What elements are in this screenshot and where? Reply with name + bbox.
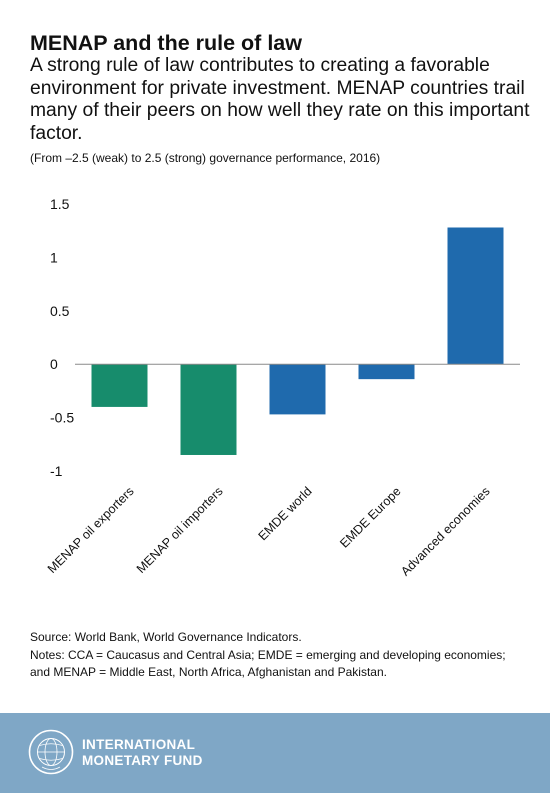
- x-category-label: MENAP oil exporters: [45, 484, 137, 576]
- bar: [91, 364, 148, 407]
- y-tick-label: 1: [50, 249, 58, 265]
- y-tick-label: -1: [50, 463, 63, 479]
- bar: [269, 364, 326, 415]
- footer-banner: INTERNATIONAL MONETARY FUND: [0, 713, 550, 793]
- org-name-line-1: INTERNATIONAL: [82, 737, 196, 752]
- org-name-line-2: MONETARY FUND: [82, 753, 203, 768]
- chart-subtitle: A strong rule of law contributes to crea…: [30, 55, 530, 144]
- bar: [358, 364, 415, 380]
- x-category-label: EMDE Europe: [337, 484, 403, 550]
- y-tick-label: 0: [50, 356, 58, 372]
- y-tick-label: -0.5: [50, 410, 74, 426]
- x-category-label: EMDE world: [256, 484, 315, 543]
- chart-units-note: (From –2.5 (weak) to 2.5 (strong) govern…: [30, 151, 381, 165]
- bar: [180, 364, 237, 455]
- org-name: INTERNATIONAL MONETARY FUND: [82, 737, 203, 769]
- x-category-label: Advanced economies: [398, 484, 492, 578]
- notes-line-2: and MENAP = Middle East, North Africa, A…: [30, 665, 387, 679]
- notes-line-1: Notes: CCA = Caucasus and Central Asia; …: [30, 647, 506, 662]
- y-tick-label: 1.5: [50, 196, 70, 212]
- y-tick-label: 0.5: [50, 303, 70, 319]
- chart-notes: Source: World Bank, World Governance Ind…: [30, 629, 530, 682]
- source-note: Source: World Bank, World Governance Ind…: [30, 630, 302, 644]
- imf-seal-logo: [28, 729, 74, 775]
- x-category-label: MENAP oil importers: [134, 484, 226, 576]
- bar: [447, 227, 504, 365]
- chart-title: MENAP and the rule of law: [30, 31, 302, 55]
